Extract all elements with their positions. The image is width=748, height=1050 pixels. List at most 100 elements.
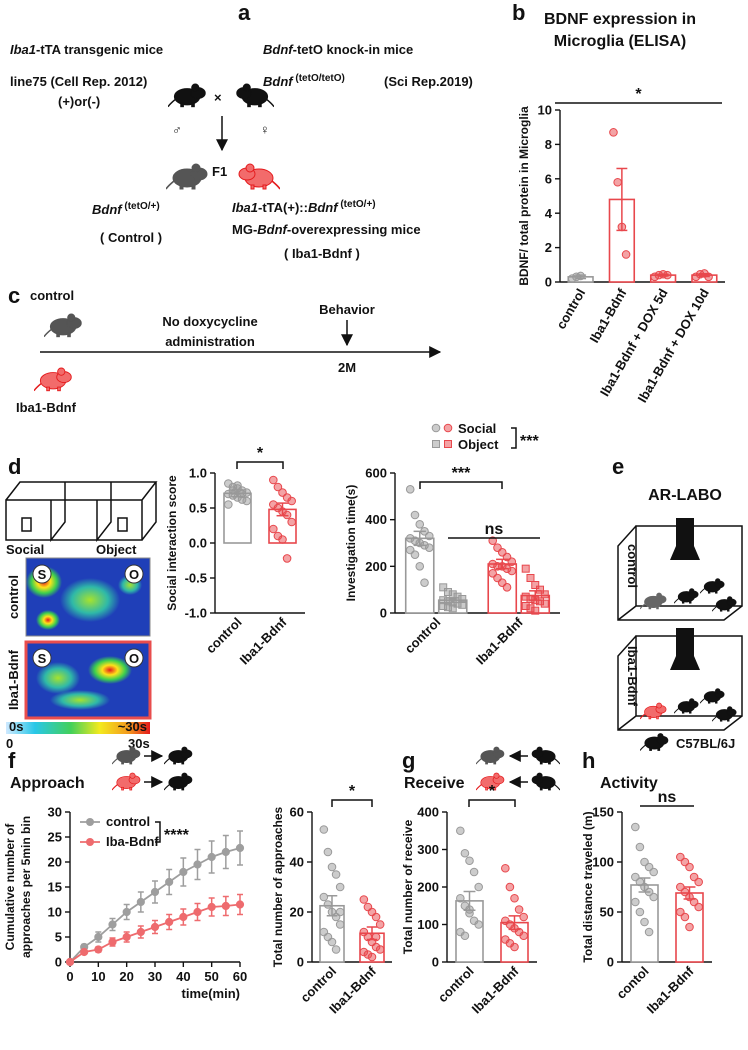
data-point: [663, 270, 672, 280]
bracket: [331, 799, 373, 807]
data-point: [150, 887, 160, 897]
data-point: [94, 945, 103, 954]
y-tick-label: -0.5: [185, 571, 207, 586]
bracket: [419, 481, 503, 489]
strain-text: -tTA transgenic mice: [36, 42, 163, 57]
x-tick-label: Iba1-Bdnf: [473, 614, 526, 667]
data-point: [207, 902, 216, 912]
data-point: [424, 543, 434, 552]
data-point: [460, 848, 470, 858]
data-point: [335, 920, 345, 929]
data-point: [609, 128, 618, 137]
data-point: [335, 882, 345, 892]
cage-marker: [124, 564, 144, 584]
data-point: [221, 847, 230, 857]
reference-label: (Sci Rep.2019): [384, 74, 473, 89]
gene: Iba1: [10, 42, 36, 57]
strain-label: Bdnf-tetO knock-in mice: [263, 42, 413, 57]
colorbar-label: ~30s: [118, 719, 147, 734]
data-point: [323, 900, 333, 909]
arena-outline: [617, 635, 743, 731]
chart-title: Approach: [10, 775, 85, 792]
data-point: [273, 482, 283, 492]
significance: ns: [658, 789, 677, 806]
y-tick-label: 20: [48, 855, 62, 870]
data-point: [519, 912, 528, 922]
y-axis-label: Total distance traveled (m): [581, 811, 595, 962]
gene: Bdnf: [92, 202, 123, 217]
treatment-label: administration: [165, 334, 255, 349]
genotype-label: Iba1-tTA(+)::Bdnf (tetO/+): [232, 199, 376, 215]
significance: ****: [164, 827, 190, 844]
data-point: [335, 907, 345, 917]
x-tick-label: 20: [119, 969, 133, 984]
colorbar: [6, 722, 150, 734]
mouse-icon: [640, 732, 669, 752]
legend-marker: [86, 818, 94, 826]
data-point: [235, 900, 245, 909]
data-point: [323, 847, 333, 857]
data-point: [488, 536, 498, 545]
data-point: [456, 826, 465, 836]
data-point: [331, 945, 341, 954]
mouse-icon: [674, 588, 699, 604]
data-point: [635, 842, 645, 852]
data-point: [136, 897, 145, 907]
data-point: [443, 423, 453, 433]
bracket: [236, 461, 284, 469]
data-point: [287, 496, 296, 506]
y-axis-label: Total number of approaches: [271, 806, 285, 967]
data-point: [327, 862, 337, 872]
heat-spot: [36, 662, 80, 694]
data-point: [65, 957, 75, 967]
data-point: [536, 585, 545, 594]
cage-marker: [124, 648, 144, 668]
y-axis-label: approaches per 5min bin: [19, 816, 33, 958]
y-tick-label: 150: [592, 805, 614, 820]
data-point: [540, 590, 549, 599]
x-axis-label: time(min): [182, 986, 241, 1001]
y-tick-label: 200: [417, 880, 439, 895]
data-point: [439, 583, 448, 592]
y-tick-label: 0: [432, 955, 439, 970]
data-point: [531, 581, 540, 589]
data-point: [531, 606, 540, 615]
data-point: [460, 931, 470, 941]
y-tick-label: 300: [417, 842, 439, 857]
chart-title: BDNF expression in: [544, 11, 696, 28]
data-point: [319, 892, 329, 902]
colorbar-min: 0: [6, 736, 13, 751]
cage-letter: O: [129, 567, 139, 582]
y-tick-label: 0: [380, 606, 387, 621]
data-point: [507, 566, 517, 576]
data-point: [505, 882, 515, 892]
mouse-icon: [44, 313, 83, 338]
significance: *: [257, 445, 264, 462]
data-point: [150, 922, 160, 932]
data-point: [94, 932, 103, 942]
mouse-icon: [532, 747, 560, 764]
data-point: [640, 917, 649, 927]
y-axis-label: Cumulative number of: [3, 823, 17, 951]
chamber-label: Social: [6, 542, 44, 557]
data-point: [540, 599, 549, 608]
row-label: control: [6, 575, 21, 619]
data-point: [331, 870, 341, 879]
data-point: [474, 882, 483, 892]
data-point: [685, 922, 694, 932]
x-tick-label: 10: [91, 969, 105, 984]
data-point: [465, 856, 474, 866]
x-tick-label: Iba1-Bdnf + DOX 10d: [635, 286, 712, 405]
mouse-icon: [168, 83, 207, 108]
data-point: [359, 895, 369, 904]
panel-title: AR-LABO: [648, 487, 722, 504]
cage-letter: S: [38, 567, 47, 582]
data-point: [649, 867, 658, 877]
gene: Bdnf: [257, 222, 288, 237]
cage: [117, 517, 128, 532]
heat-spot: [88, 656, 132, 684]
y-tick-label: 2: [545, 240, 552, 255]
mouse-icon: [674, 698, 699, 714]
panel-label: d: [8, 454, 21, 479]
gene: Bdnf: [263, 42, 294, 57]
